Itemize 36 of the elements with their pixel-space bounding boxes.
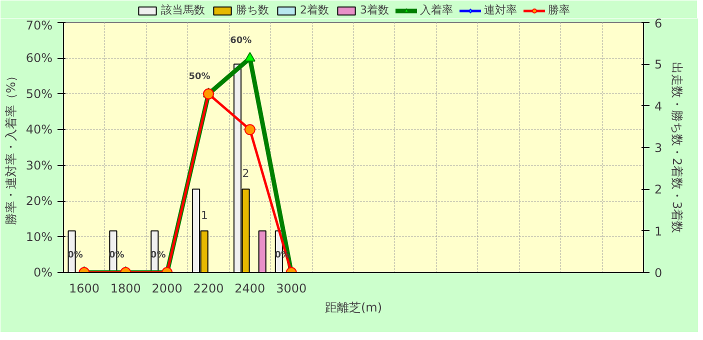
y2-axis-title: 出走数・勝ち数・2着数・3着数 xyxy=(670,62,684,234)
y-axis-title: 勝率・連対率・入着率（%） xyxy=(4,70,18,226)
y-tick-label: 20% xyxy=(26,194,52,208)
y2-tick-label: 5 xyxy=(654,58,662,72)
y2-tick-label: 2 xyxy=(654,182,662,197)
x-tick-label: 1800 xyxy=(110,282,141,296)
data-label: 1 xyxy=(200,208,208,222)
y-tick-label: 50% xyxy=(26,86,52,101)
y-tick-label: 70% xyxy=(26,18,52,32)
y2-tick-label: 4 xyxy=(654,99,662,114)
data-label: 50% xyxy=(188,72,210,82)
point xyxy=(244,124,256,136)
legend-label: 2着数 xyxy=(300,2,329,18)
legend-label: 3着数 xyxy=(360,2,389,18)
x-tick-label: 2200 xyxy=(193,282,224,296)
legend-label: 入着率 xyxy=(420,2,453,18)
y2-tick-label: 6 xyxy=(654,16,662,30)
data-label: 2 xyxy=(242,167,250,180)
x-tick-label: 3000 xyxy=(276,282,307,296)
y2-tick-label: 0 xyxy=(654,266,662,280)
y-tick-label: 30% xyxy=(26,158,52,172)
data-label: 60% xyxy=(230,36,252,46)
x-tick-label: 1600 xyxy=(68,282,100,296)
x-tick-label: 2400 xyxy=(234,282,266,296)
y2-tick-label: 3 xyxy=(654,141,662,155)
legend-label: 該当馬数 xyxy=(161,2,205,18)
y-tick-label: 10% xyxy=(26,230,52,244)
legend-label: 勝ち数 xyxy=(236,2,269,18)
y2-tick-label: 1 xyxy=(654,224,662,238)
x-axis-title: 距離芝(m) xyxy=(324,300,382,314)
legend-label: 連対率 xyxy=(484,2,517,18)
y-tick-label: 60% xyxy=(26,51,52,66)
legend-label: 勝率 xyxy=(548,2,570,18)
y-tick-label: 0% xyxy=(33,266,53,280)
y-tick-label: 40% xyxy=(26,122,52,137)
x-tick-label: 2000 xyxy=(152,282,182,296)
